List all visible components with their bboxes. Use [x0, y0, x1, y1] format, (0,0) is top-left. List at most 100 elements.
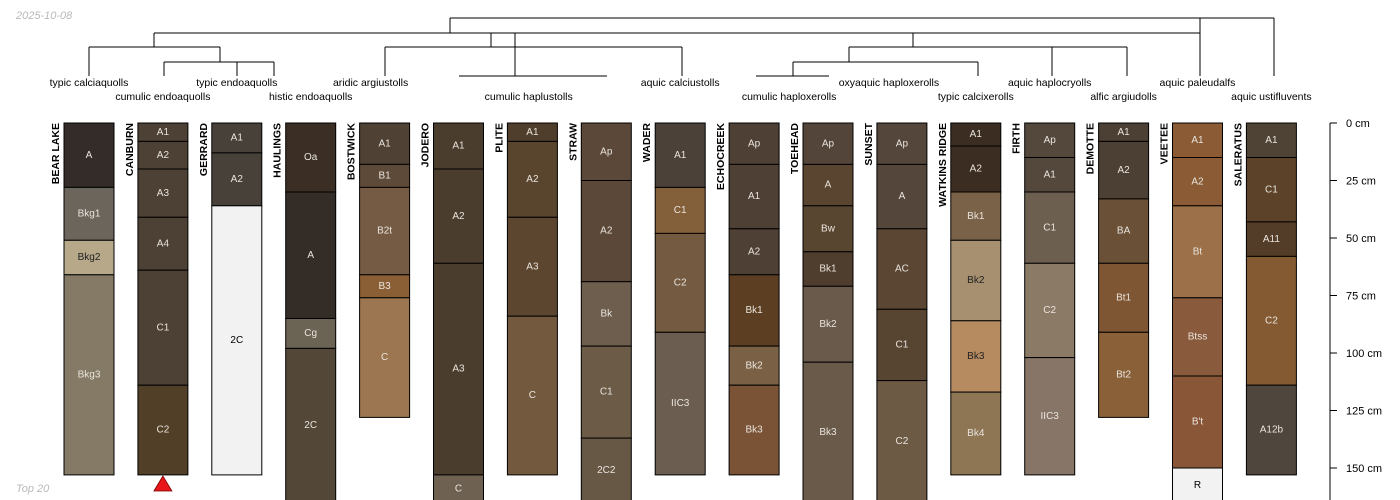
horizon-label: A1: [748, 191, 761, 202]
horizon-rect: [63, 239, 115, 276]
horizon-rect: [211, 205, 263, 476]
horizon-a1: A1: [950, 122, 1002, 147]
horizon-label: A1: [1191, 135, 1204, 146]
horizon-label: B3: [378, 281, 391, 292]
horizon-rect: [137, 140, 189, 170]
horizon-a2: A2: [1098, 140, 1150, 200]
horizon-rect: [1172, 297, 1223, 377]
horizon-a1: A1: [211, 122, 263, 154]
horizon-rect: [802, 122, 854, 165]
horizon-a1: A1: [1245, 122, 1297, 158]
taxon-label-wader: aquic calciustolls: [641, 77, 720, 89]
horizon-label: Bk3: [967, 351, 985, 362]
taxon-label-haulings: histic endoaquolls: [269, 91, 352, 103]
horizon-a: A: [63, 122, 115, 188]
horizon-rect: [876, 122, 928, 165]
horizon-label: Oa: [304, 152, 318, 163]
horizon-label: A1: [157, 127, 170, 138]
date-label: 2025-10-08: [15, 10, 73, 22]
horizon-rect: [1172, 205, 1223, 299]
depth-tick-label: 125 cm: [1346, 406, 1382, 418]
horizon-bt1: Bt1: [1098, 262, 1150, 333]
horizon-rect: [802, 251, 854, 287]
horizon-label: A1: [1117, 127, 1130, 138]
horizon-label: A: [899, 191, 906, 202]
profile-firth: Ap A1 C1 C2 IIC3 FIRTH: [1011, 122, 1076, 476]
horizon-rect: [137, 168, 189, 218]
horizon-rect: [728, 274, 780, 347]
horizon-label: A3: [526, 261, 539, 272]
horizon-bk2: Bk2: [728, 345, 780, 386]
profile-saleratus: A1 C1 A11 C2 A12b SALERATUS: [1232, 122, 1297, 476]
profile-straw: Ap A2 Bk C1 2C2 STRAW: [567, 122, 632, 500]
horizon-label: C2: [896, 436, 909, 447]
taxon-label-sunset: oxyaquic haploxerolls: [839, 77, 939, 89]
horizon-a3: A3: [137, 168, 189, 218]
horizon-cg: Cg: [285, 318, 337, 349]
horizon-rect: [580, 345, 632, 439]
horizon-label: C2: [1043, 305, 1056, 316]
depth-tick-label: 25 cm: [1346, 176, 1376, 188]
horizon-label: Bk3: [745, 425, 763, 436]
profile-name: VEETEE: [1159, 123, 1171, 164]
horizon-bk3: Bk3: [950, 320, 1002, 393]
horizon-rect: [285, 191, 337, 319]
taxon-label-demotte: alfic argiudolls: [1090, 91, 1157, 103]
horizon-2c: 2C: [211, 205, 263, 476]
profile-jodero: A1 A2 A3 C JODERO: [420, 122, 484, 500]
horizon-a3: A3: [433, 262, 484, 476]
horizon-bkg3: Bkg3: [63, 274, 115, 476]
horizon-bt: Bt: [1172, 205, 1223, 299]
profile-name: PLITE: [493, 123, 505, 153]
profile-wader: A1 C1 C2 IIC3 WADER: [641, 122, 706, 476]
horizon-a1: A1: [359, 122, 411, 165]
horizon-2c2: 2C2: [580, 437, 632, 500]
horizon-a1: A1: [1024, 157, 1076, 193]
horizon-bw: Bw: [802, 205, 854, 253]
profile-name: WADER: [641, 123, 653, 163]
horizon-rect: [1172, 157, 1223, 207]
horizon-c2: C2: [876, 380, 928, 500]
horizon-label: 2C: [304, 420, 317, 431]
horizon-2c: 2C: [285, 347, 337, 500]
horizon-rect: [285, 318, 337, 349]
taxon-label-echocreek: cumulic haploxerolls: [742, 91, 837, 103]
taxon-label-gerrard: typic endoaquolls: [196, 77, 277, 89]
horizon-label: Btss: [1188, 332, 1207, 343]
profile-plite: A1 A2 A3 C PLITE: [493, 122, 558, 476]
horizon-label: A1: [526, 127, 539, 138]
profile-gerrard: A1 A2 2C GERRARD: [198, 122, 263, 476]
profile-veetee: A1 A2 Bt Btss B't R VEETEE: [1159, 122, 1223, 500]
horizon-rect: [63, 186, 115, 241]
horizon-rect: [728, 228, 780, 276]
horizon-label: A2: [452, 211, 465, 222]
horizon-bk2: Bk2: [802, 285, 854, 363]
profile-name: HAULINGS: [272, 123, 284, 178]
horizon-rect: [1098, 140, 1150, 200]
horizon-rect: [1172, 375, 1223, 469]
depth-tick-label: 50 cm: [1346, 233, 1376, 245]
horizon-bk1: Bk1: [728, 274, 780, 347]
horizon-label: A2: [748, 246, 761, 257]
profiles-group: A Bkg1 Bkg2 Bkg3 BEAR LAKE A1 A2 A3 A4 C1 C2 CANBUR…: [50, 122, 1297, 500]
horizon-rect: [63, 274, 115, 476]
profile-name: CANBURN: [124, 123, 136, 176]
horizon-ba: BA: [1098, 198, 1150, 264]
horizon-a2: A2: [506, 140, 558, 218]
horizon-c1: C1: [876, 308, 928, 382]
horizon-rect: [728, 384, 780, 476]
horizon-b3: B3: [359, 274, 411, 299]
horizon-btss: Btss: [1172, 297, 1223, 377]
profile-demotte: A1 A2 BA Bt1 Bt2 DEMOTTE: [1085, 122, 1150, 418]
horizon-c2: C2: [654, 232, 706, 333]
horizon-label: A2: [157, 150, 170, 161]
horizon-a: A: [285, 191, 337, 319]
taxon-label-bostwick: aridic argiustolls: [333, 77, 408, 89]
horizon-a3: A3: [506, 216, 558, 317]
horizon-a1: A1: [137, 122, 189, 142]
horizon-bk4: Bk4: [950, 391, 1002, 476]
horizon-label: Ap: [748, 138, 761, 149]
horizon-ap: Ap: [580, 122, 632, 181]
